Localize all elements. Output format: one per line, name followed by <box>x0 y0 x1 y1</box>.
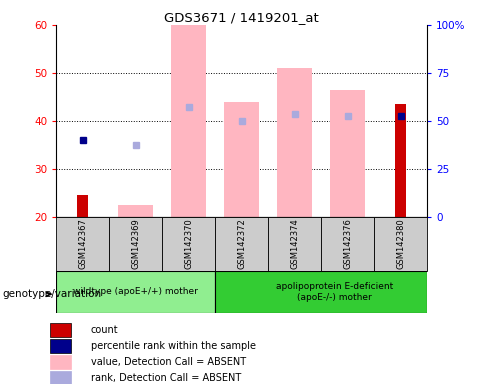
Text: GSM142380: GSM142380 <box>396 218 405 269</box>
Bar <box>277 68 312 217</box>
Bar <box>224 102 259 217</box>
Bar <box>321 217 374 271</box>
Bar <box>50 339 71 353</box>
Title: GDS3671 / 1419201_at: GDS3671 / 1419201_at <box>164 11 319 24</box>
Bar <box>215 217 268 271</box>
Bar <box>162 217 215 271</box>
Bar <box>109 217 162 271</box>
Text: GSM142372: GSM142372 <box>237 218 246 269</box>
Bar <box>56 217 109 271</box>
Text: wildtype (apoE+/+) mother: wildtype (apoE+/+) mother <box>73 287 198 296</box>
Bar <box>171 25 206 217</box>
Bar <box>119 205 153 217</box>
Text: GSM142376: GSM142376 <box>343 218 352 269</box>
Text: value, Detection Call = ABSENT: value, Detection Call = ABSENT <box>91 357 245 367</box>
Bar <box>50 355 71 369</box>
Text: apolipoprotein E-deficient
(apoE-/-) mother: apolipoprotein E-deficient (apoE-/-) mot… <box>276 282 393 301</box>
Bar <box>330 90 365 217</box>
Text: GSM142367: GSM142367 <box>78 218 87 269</box>
Text: GSM142369: GSM142369 <box>131 218 140 269</box>
Text: GSM142374: GSM142374 <box>290 218 299 269</box>
Text: GSM142370: GSM142370 <box>184 218 193 269</box>
Bar <box>215 271 427 313</box>
Bar <box>374 217 427 271</box>
Text: percentile rank within the sample: percentile rank within the sample <box>91 341 256 351</box>
Bar <box>268 217 321 271</box>
Bar <box>50 323 71 337</box>
Bar <box>56 271 215 313</box>
Bar <box>50 371 71 384</box>
Text: rank, Detection Call = ABSENT: rank, Detection Call = ABSENT <box>91 373 241 383</box>
Bar <box>77 195 88 217</box>
Bar <box>395 104 407 217</box>
Text: genotype/variation: genotype/variation <box>2 289 102 299</box>
Text: count: count <box>91 325 118 335</box>
